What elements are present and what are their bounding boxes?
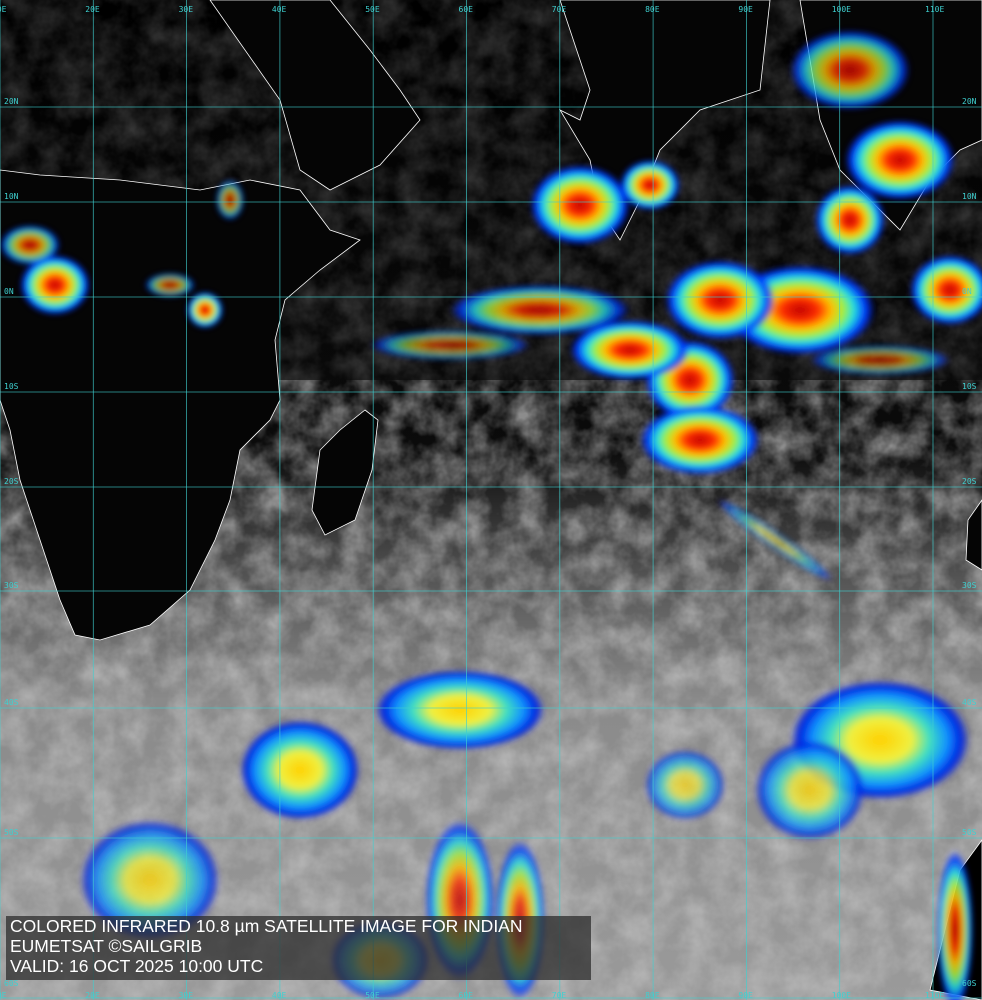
longitude-label: 80E (645, 991, 660, 1000)
longitude-label: 90E (738, 991, 753, 1000)
longitude-label: 80E (645, 5, 660, 14)
latitude-label: 20S (962, 477, 977, 486)
latitude-label: 10S (962, 382, 977, 391)
latitude-label: 10N (962, 192, 977, 201)
latitude-label: 30S (4, 581, 19, 590)
caption-valid-time: VALID: 16 OCT 2025 10:00 UTC (10, 956, 264, 976)
latitude-label: 10N (4, 192, 19, 201)
longitude-label: 100E (832, 5, 851, 14)
longitude-label: 10E (0, 5, 7, 14)
latitude-label: 60S (962, 979, 977, 988)
caption-source: EUMETSAT ©SAILGRIB (10, 936, 203, 956)
latitude-label: 0N (962, 287, 972, 296)
africa (0, 169, 361, 641)
caption-title: COLORED INFRARED 10.8 µm SATELLITE IMAGE… (10, 916, 523, 936)
longitude-label: 110E (925, 991, 944, 1000)
latitude-label: 50S (4, 828, 19, 837)
latitude-label: 40S (962, 698, 977, 707)
latitude-label: 40S (4, 698, 19, 707)
longitude-label: 30E (179, 5, 194, 14)
longitude-label: 70E (552, 991, 567, 1000)
longitude-label: 40E (272, 5, 287, 14)
australia (965, 499, 982, 571)
longitude-label: 20E (85, 991, 100, 1000)
longitude-label: 110E (925, 5, 944, 14)
longitude-label: 50E (365, 991, 380, 1000)
latitude-label: 60S (4, 979, 19, 988)
longitude-label: 40E (272, 991, 287, 1000)
longitude-label: 10E (0, 991, 7, 1000)
longitude-label: 60E (459, 991, 474, 1000)
longitude-label: 50E (365, 5, 380, 14)
latitude-label: 0N (4, 287, 14, 296)
longitude-label: 90E (738, 5, 753, 14)
latitude-label: 10S (4, 382, 19, 391)
madagascar (311, 409, 379, 536)
longitude-label: 100E (832, 991, 851, 1000)
latitude-label: 20S (4, 477, 19, 486)
arabia (209, 0, 421, 191)
latitude-label: 50S (962, 828, 977, 837)
image-caption: COLORED INFRARED 10.8 µm SATELLITE IMAGE… (6, 916, 591, 980)
latitude-label: 30S (962, 581, 977, 590)
latitude-label: 20N (4, 97, 19, 106)
longitude-label: 20E (85, 5, 100, 14)
latitude-label: 20N (962, 97, 977, 106)
longitude-label: 60E (459, 5, 474, 14)
longitude-label: 70E (552, 5, 567, 14)
longitude-label: 30E (179, 991, 194, 1000)
